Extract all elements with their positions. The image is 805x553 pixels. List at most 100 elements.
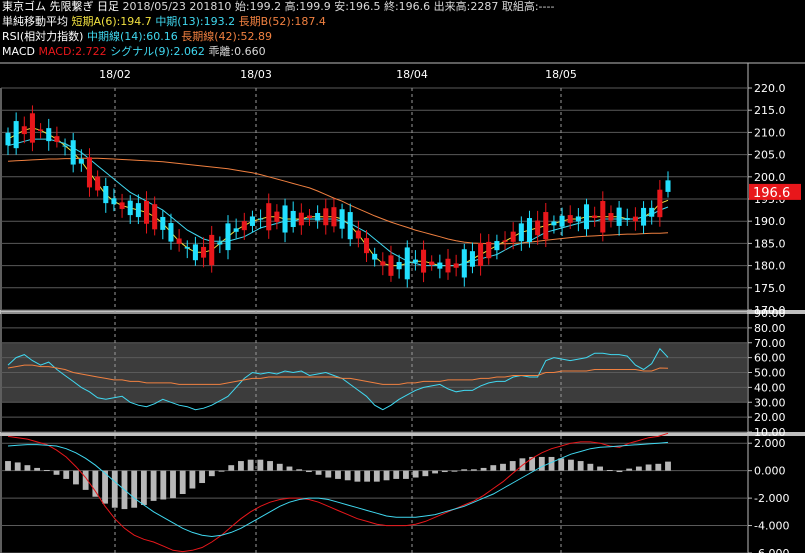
candle-body (62, 145, 68, 147)
candle-body (624, 218, 630, 220)
macd-hist-bar (364, 470, 371, 482)
candle-body (583, 204, 590, 230)
candle-body (600, 201, 606, 233)
candle-body (241, 221, 247, 231)
signal-value: シグナル(9):2.062 (110, 45, 205, 58)
macd-hist-bar (470, 469, 477, 471)
macd-hist-bar (131, 470, 138, 508)
macd-hist-bar (500, 463, 506, 471)
y-tick-label: -6.000 (754, 547, 789, 553)
candle-body (21, 126, 27, 135)
macd-hist-bar (655, 463, 662, 471)
header-line-4: MACD MACD:2.722 シグナル(9):2.062 乖離:0.660 (2, 45, 266, 59)
macd-hist-bar (24, 465, 31, 471)
candle-body (127, 200, 133, 216)
macd-line (7, 432, 669, 553)
candle-body (233, 228, 239, 232)
macd-hist-bar (228, 465, 235, 471)
candle-body (70, 140, 76, 165)
candle-body (355, 230, 361, 239)
candle-body (453, 263, 459, 268)
macd-hist-bar (480, 467, 487, 471)
panel-separator (0, 310, 805, 314)
macd-hist-bar (257, 459, 264, 471)
macd-hist-bar (325, 470, 332, 478)
candle-body (225, 223, 231, 251)
candle-body (559, 215, 565, 227)
macd-hist-bar (635, 466, 642, 471)
macd-hist-bar (14, 462, 21, 471)
y-tick-label: 70.00 (754, 337, 786, 350)
ma-long-value: 長期B(52):187.4 (238, 15, 326, 28)
ma-name: 単純移動平均 (2, 15, 68, 28)
candle-body (608, 213, 614, 221)
candle-body (160, 216, 166, 230)
macd-hist-bar (344, 470, 351, 481)
candle-body (469, 251, 475, 267)
macd-hist-bar (170, 470, 176, 499)
candle-body (201, 246, 207, 258)
date-axis-strip (0, 62, 805, 88)
date-tick-label: 18/03 (240, 68, 272, 81)
y-tick-label: 20.00 (754, 411, 786, 424)
macd-hist-bar (73, 470, 79, 485)
panel-separator (0, 432, 805, 436)
candle-body (649, 207, 655, 217)
macd-hist-bar (140, 470, 147, 505)
y-tick-label: 60.00 (754, 352, 786, 365)
y-tick-label: 185.0 (754, 237, 786, 250)
rsi-mid-line (7, 347, 669, 411)
macd-hist-bar (218, 470, 225, 472)
macd-value: MACD:2.722 (38, 45, 107, 58)
candle-body (298, 212, 304, 226)
y-tick-label: 170.0 (754, 304, 786, 317)
candle-body (437, 262, 443, 269)
y-tick-label: 190.0 (754, 215, 786, 228)
price-tag-label: 196.6 (753, 186, 790, 201)
macd-hist-bar (199, 470, 206, 484)
candle-body (135, 203, 141, 218)
candle-body (152, 204, 158, 230)
macd-hist-bar (315, 470, 322, 475)
candle-body (592, 215, 598, 218)
macd-hist-bar (179, 470, 186, 494)
rsi-long-value: 長期線(42):52.89 (181, 30, 273, 43)
candle-body (282, 205, 288, 233)
macd-hist-bar (238, 461, 244, 471)
macd-hist-bar (490, 465, 497, 471)
macd-hist-bar (189, 470, 196, 489)
candle-body (380, 261, 386, 266)
y-tick-label: 80.00 (754, 322, 786, 335)
candle-body (111, 198, 117, 205)
macd-hist-bar (63, 470, 70, 479)
candle-body (38, 129, 44, 131)
macd-hist-bar (383, 470, 390, 481)
macd-hist-bar (412, 470, 419, 478)
candle-body (306, 215, 313, 219)
diff-value: 乖離:0.660 (208, 45, 266, 58)
candle-body (54, 136, 60, 142)
macd-hist-bar (160, 470, 167, 500)
macd-hist-bar (538, 456, 545, 471)
candle-body (486, 241, 492, 259)
candle-body (429, 261, 435, 266)
macd-hist-bar (626, 468, 633, 471)
macd-hist-bar (335, 470, 341, 479)
rsi-long-line (7, 364, 669, 385)
candle-body (5, 132, 11, 146)
candle-body (13, 121, 19, 149)
ma-mid-line (7, 138, 669, 267)
candle-body (217, 242, 223, 245)
macd-hist-bar (451, 470, 458, 472)
macd-hist-bar (43, 469, 50, 471)
y-tick-label: 180.0 (754, 260, 786, 273)
macd-hist-bar (645, 464, 652, 471)
macd-hist-bar (606, 469, 613, 471)
macd-hist-bar (296, 469, 303, 471)
macd-hist-bar (208, 470, 215, 477)
ma-long-line (7, 157, 669, 245)
candle-body (78, 158, 84, 164)
candle-body (249, 216, 255, 226)
candle-body (274, 211, 280, 222)
